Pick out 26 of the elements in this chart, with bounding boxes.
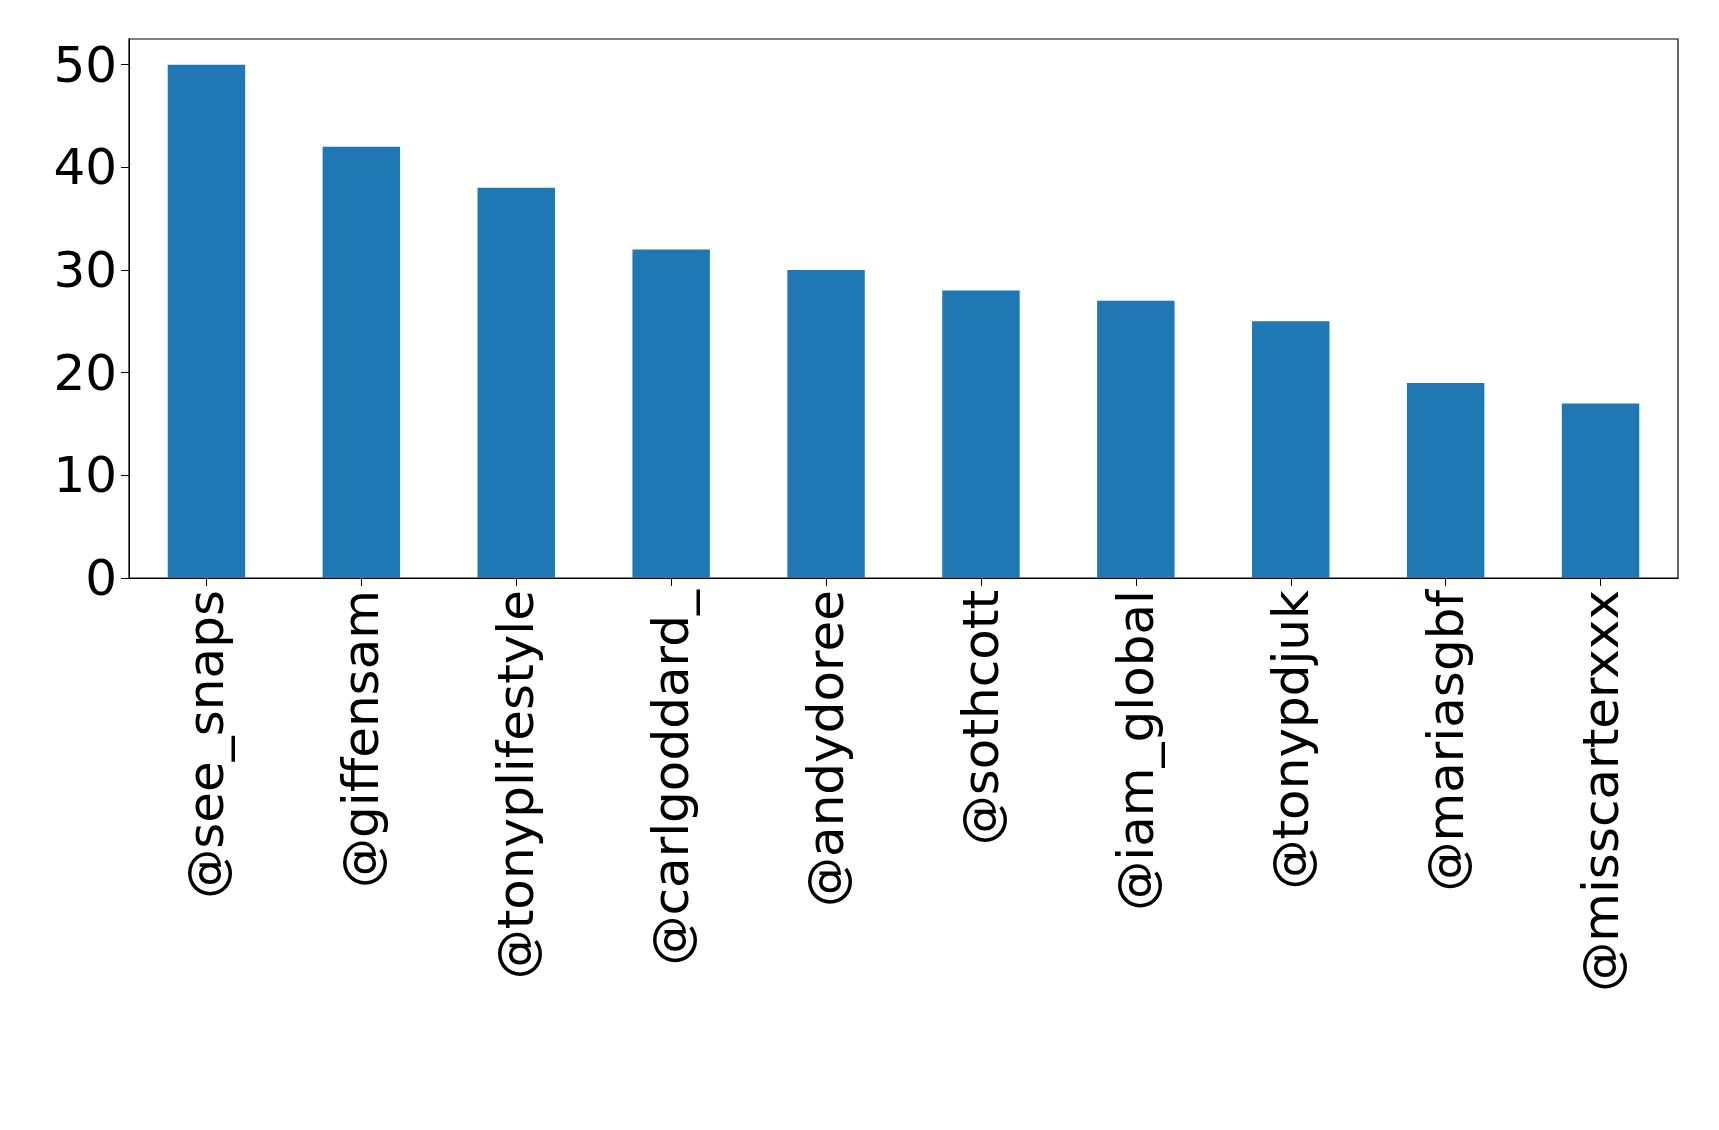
- bar: [787, 270, 865, 578]
- x-tick-label: @mariasgbf: [1416, 588, 1475, 892]
- bar: [632, 249, 710, 578]
- y-tick-label: 50: [53, 35, 117, 94]
- x-tick-label: @misscarterxxx: [1571, 590, 1630, 992]
- x-tick-label: @sothcott: [951, 590, 1010, 846]
- x-tick-label: @see_snaps: [177, 590, 236, 899]
- x-tick-label: @giffensam: [332, 590, 391, 888]
- y-tick-label: 40: [53, 138, 117, 197]
- y-tick-label: 20: [53, 343, 117, 402]
- x-tick-label: @iam_global: [1106, 590, 1165, 911]
- x-tick-label: @andydoree: [797, 590, 856, 907]
- bar: [322, 146, 401, 578]
- bar: [942, 290, 1020, 578]
- y-tick-label: 0: [85, 549, 117, 607]
- x-tick-label: @tonypdjuk: [1261, 589, 1320, 890]
- bar: [477, 187, 555, 578]
- bar: [1561, 403, 1640, 578]
- bar: [1097, 300, 1175, 578]
- bar: [167, 64, 246, 578]
- x-tick-label: @tonyplifestyle: [487, 590, 546, 980]
- x-tick-label: @carlgoddard_: [642, 589, 701, 966]
- bar: [1406, 382, 1485, 578]
- bar: [1252, 321, 1330, 578]
- y-tick-label: 10: [53, 446, 117, 505]
- y-tick-label: 30: [53, 241, 117, 299]
